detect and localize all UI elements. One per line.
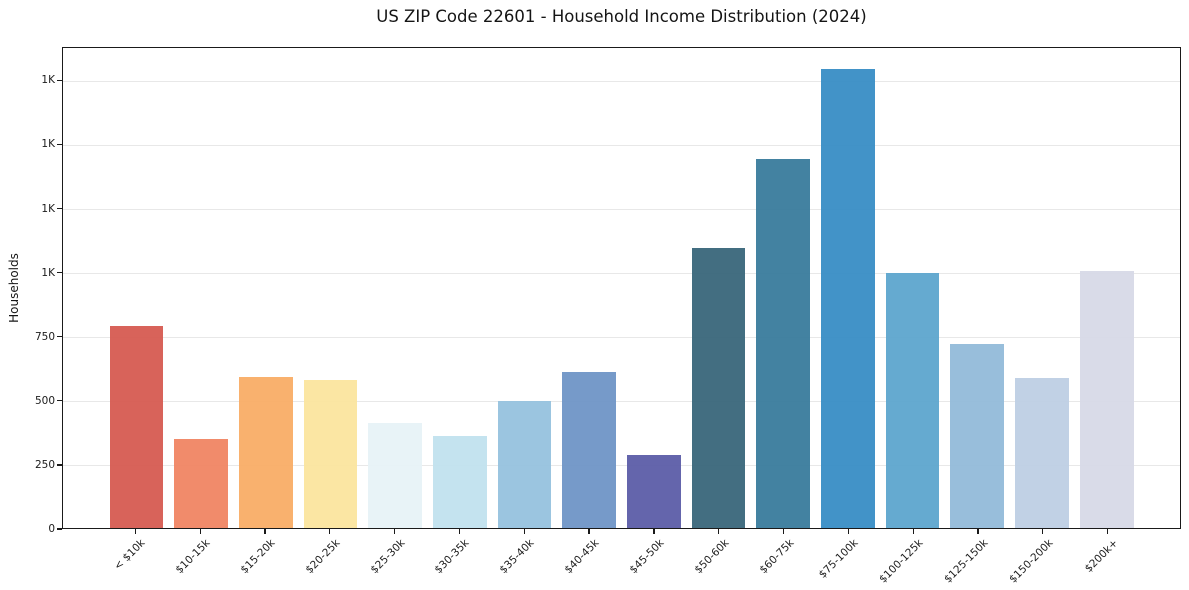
x-tick-mark	[458, 529, 461, 534]
y-tick-label: 250	[34, 458, 55, 471]
gridline	[63, 80, 1180, 82]
y-tick-label: 1K	[41, 74, 55, 87]
y-tick-mark	[57, 79, 62, 81]
x-tick-mark	[134, 529, 137, 534]
bar-100-125k	[885, 273, 940, 528]
bars-row	[63, 48, 1180, 528]
gridline	[63, 401, 1180, 403]
x-tick-mark	[329, 529, 331, 534]
x-tick-mark	[782, 529, 785, 534]
bar-10k	[109, 326, 164, 528]
bar-slot	[427, 48, 492, 528]
x-tick-label: $20-25k	[303, 537, 343, 577]
y-tick-mark	[57, 143, 62, 146]
bar-slot	[363, 48, 428, 528]
x-tick-mark	[264, 529, 266, 534]
x-tick-label: $100-125k	[877, 537, 926, 586]
bar-slot	[1010, 48, 1075, 528]
gridline	[63, 273, 1180, 275]
x-tick-label: $15-20k	[238, 537, 278, 577]
gridline	[63, 337, 1180, 339]
bar-35-40k	[497, 401, 552, 528]
bar-slot	[1074, 48, 1139, 528]
bar-slot	[169, 48, 234, 528]
y-axis-title: Households	[7, 253, 21, 323]
bar-125-150k	[950, 344, 1005, 528]
x-tick-label: $50-60k	[692, 537, 732, 577]
y-tick-mark	[57, 207, 62, 210]
bar-slot	[557, 48, 622, 528]
bar-slot	[945, 48, 1010, 528]
y-tick-mark	[57, 400, 62, 402]
y-tick-label: 1K	[41, 138, 55, 151]
plot-area	[62, 47, 1181, 529]
x-tick-label: $30-35k	[432, 537, 472, 577]
bar-slot	[622, 48, 687, 528]
x-tick-label: $125-150k	[941, 537, 991, 586]
y-tick-label: 500	[34, 394, 55, 407]
y-tick-label: 0	[48, 523, 55, 535]
chart-title: US ZIP Code 22601 - Household Income Dis…	[376, 7, 867, 26]
bar-slot	[880, 48, 945, 528]
x-tick-mark	[977, 529, 979, 534]
bar-slot	[104, 48, 169, 528]
x-tick-label: $75-100k	[817, 537, 861, 581]
bar-10-15k	[174, 439, 228, 528]
x-tick-mark	[523, 529, 525, 534]
x-tick-label: $150-200k	[1006, 537, 1056, 586]
y-tick-mark	[57, 528, 62, 530]
bar-15-20k	[238, 376, 293, 528]
x-tick-label: $40-45k	[562, 537, 602, 577]
bar-30-35k	[432, 435, 487, 528]
bar-25-30k	[368, 422, 422, 528]
bar-75-100k	[821, 68, 875, 528]
bar-150-200k	[1015, 377, 1069, 528]
x-tick-mark	[847, 529, 849, 534]
x-tick-label: $25-30k	[368, 537, 408, 577]
x-tick-mark	[394, 529, 396, 534]
x-tick-label: $35-40k	[497, 537, 537, 577]
x-tick-mark	[912, 529, 914, 534]
x-tick-label: $60-75k	[756, 537, 797, 577]
x-tick-label: $45-50k	[627, 537, 667, 577]
y-tick-mark	[57, 271, 62, 274]
gridline	[63, 465, 1180, 467]
x-tick-label: $200k+	[1082, 537, 1121, 575]
bar-45-50k	[627, 454, 681, 528]
y-tick-mark	[57, 336, 62, 338]
bar-slot	[751, 48, 816, 528]
y-tick-mark	[57, 464, 62, 466]
bar-slot	[492, 48, 557, 528]
bar-50-60k	[691, 248, 746, 528]
bar-slot	[686, 48, 751, 528]
y-tick-label: 750	[34, 330, 55, 343]
x-tick-label: $10-15k	[173, 537, 213, 577]
bar-20-25k	[303, 380, 358, 528]
gridline	[63, 144, 1180, 146]
bar-40-45k	[562, 372, 616, 528]
bar-slot	[233, 48, 298, 528]
y-tick-label: 1K	[41, 202, 55, 215]
x-tick-mark	[1106, 529, 1109, 534]
x-tick-mark	[199, 529, 201, 534]
y-tick-label: 1K	[41, 266, 55, 279]
bar-slot	[816, 48, 881, 528]
x-tick-mark	[718, 529, 720, 534]
gridline	[63, 208, 1180, 211]
x-tick-mark	[588, 529, 590, 534]
bar-200k	[1079, 270, 1134, 528]
x-tick-mark	[1042, 529, 1044, 534]
x-tick-label: < $10k	[112, 537, 148, 573]
x-tick-mark	[653, 529, 655, 534]
bar-slot	[298, 48, 363, 528]
bar-60-75k	[756, 159, 811, 528]
